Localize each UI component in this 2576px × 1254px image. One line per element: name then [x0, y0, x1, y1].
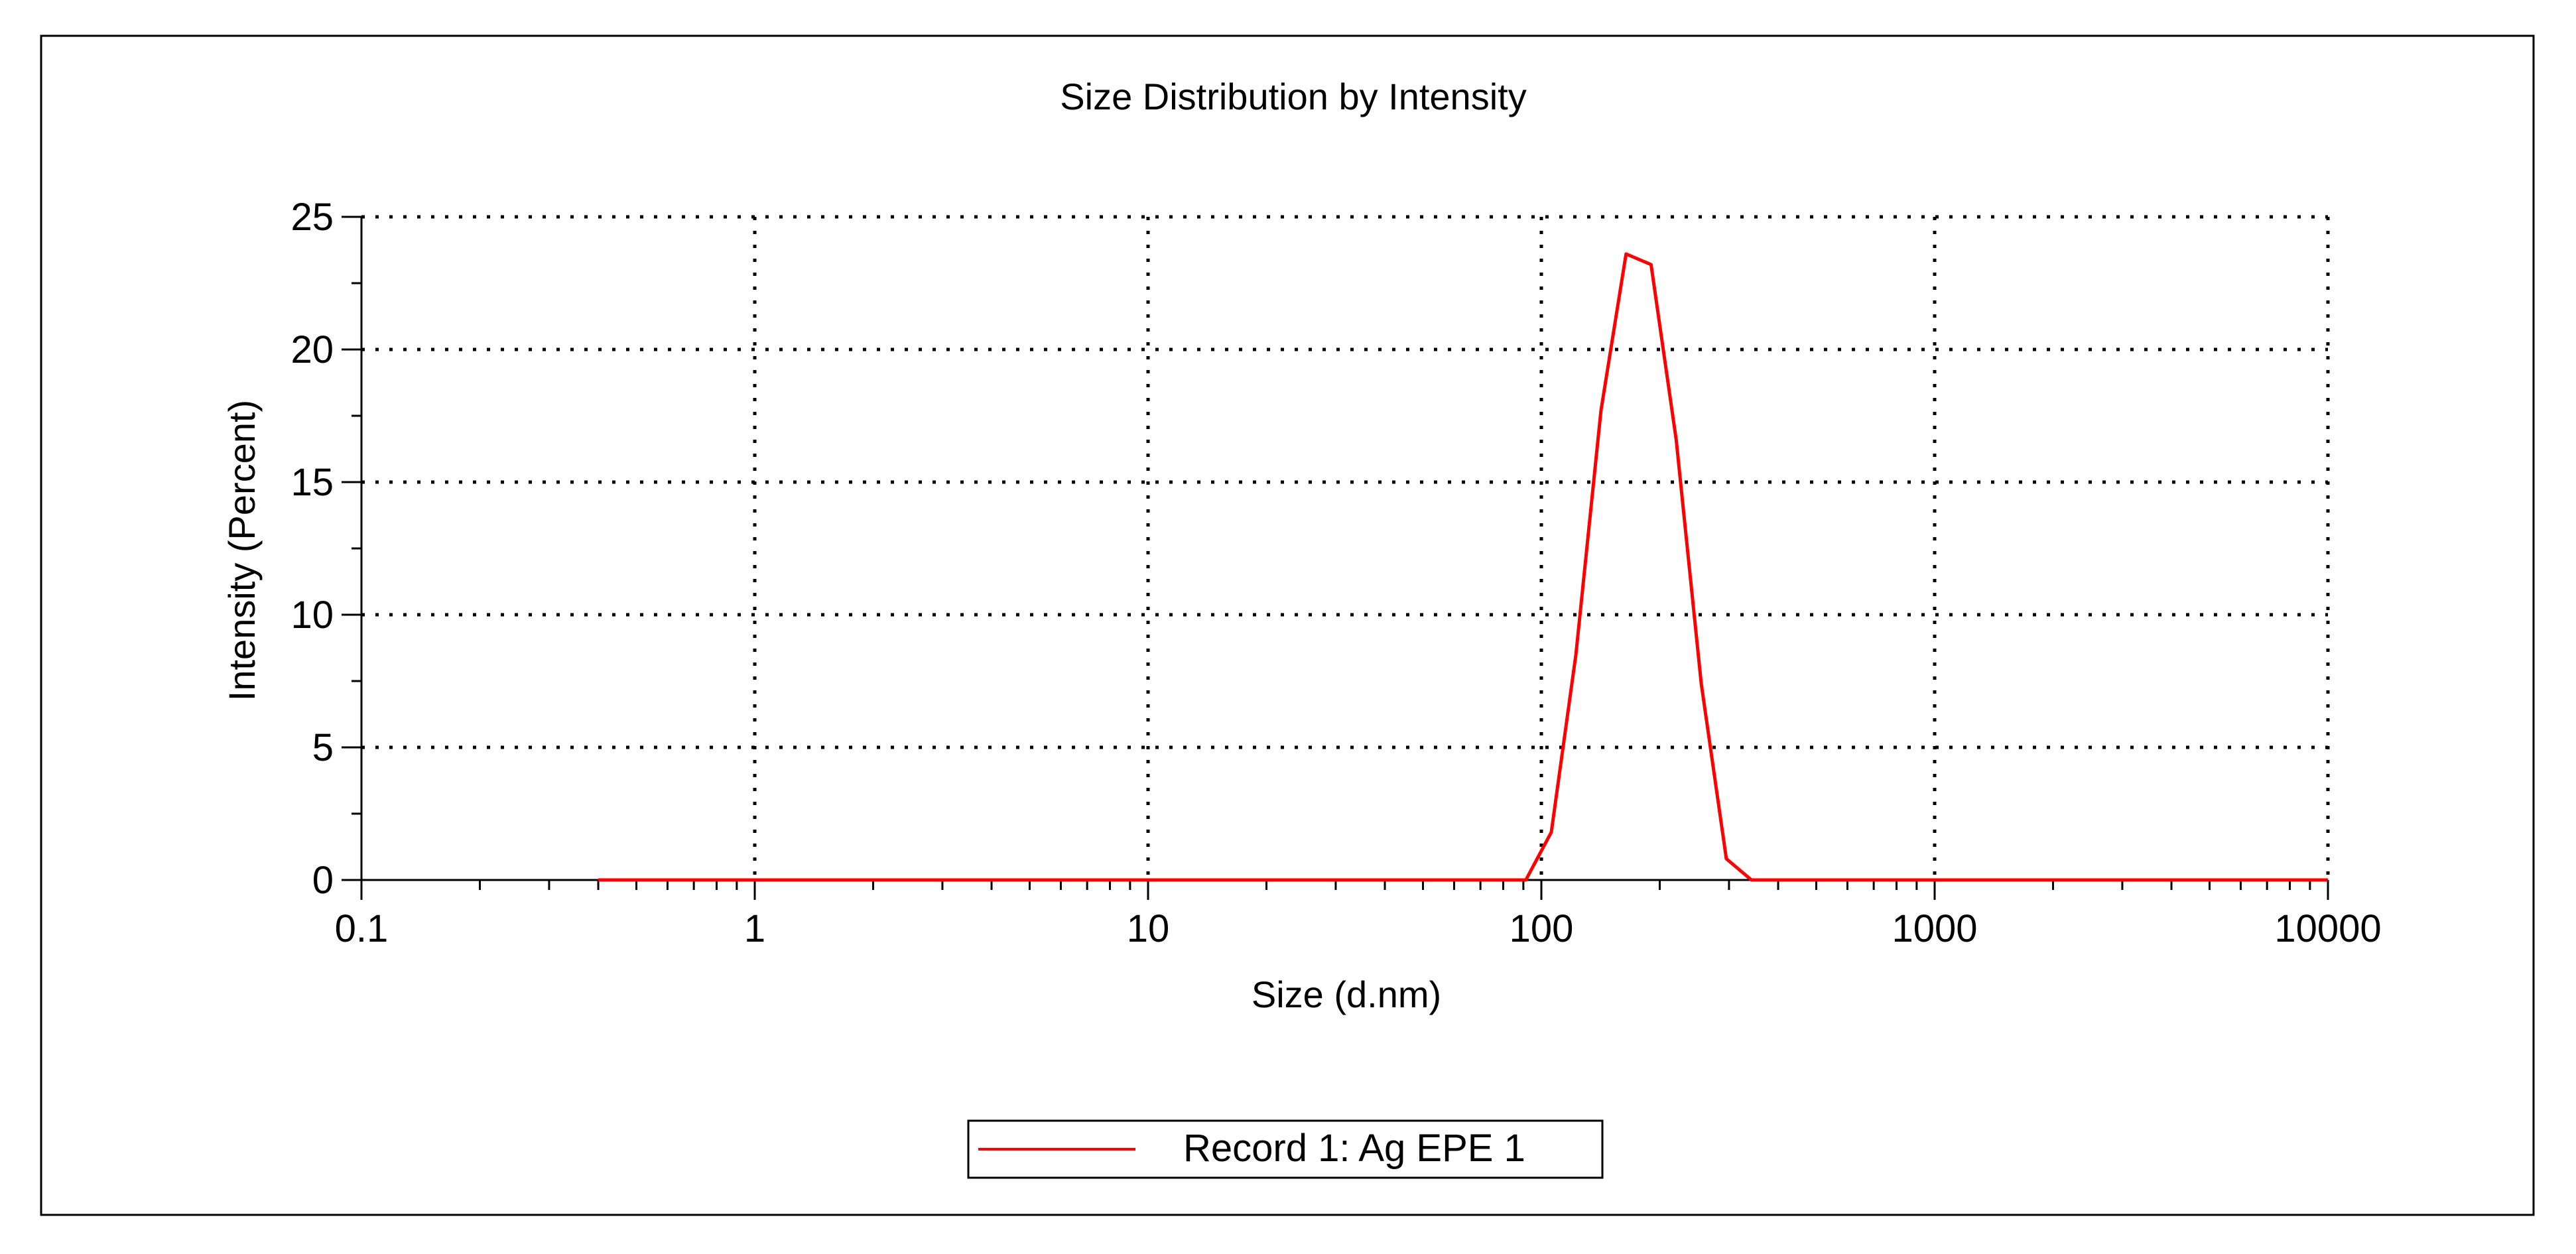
legend: Record 1: Ag EPE 1	[967, 1119, 1604, 1179]
x-tick-label: 100	[1510, 907, 1574, 950]
axis-ticks: 0 5 10 15 20 25 0.1 1 10 100 1000 10000	[290, 196, 2381, 950]
x-tick-label: 1000	[1892, 907, 1977, 950]
x-tick-label: 1	[744, 907, 765, 950]
chart-title: Size Distribution by Intensity	[1060, 76, 1526, 117]
y-axis-label: Intensity (Percent)	[221, 400, 263, 701]
x-tick-label: 10000	[2274, 907, 2381, 950]
y-tick-label: 0	[312, 859, 334, 902]
chart-frame	[40, 34, 2535, 1216]
series-lines	[598, 252, 2328, 882]
y-tick-label: 20	[290, 328, 334, 371]
y-tick-label: 10	[290, 594, 334, 637]
x-axis-label: Size (d.nm)	[1252, 973, 1441, 1015]
x-tick-label: 0.1	[335, 907, 389, 950]
x-tick-label: 10	[1127, 907, 1170, 950]
legend-label: Record 1: Ag EPE 1	[1183, 1127, 1525, 1170]
y-tick-label: 25	[290, 196, 334, 239]
series-line	[598, 252, 2328, 882]
y-tick-label: 15	[290, 461, 334, 504]
y-tick-label: 5	[312, 726, 334, 769]
